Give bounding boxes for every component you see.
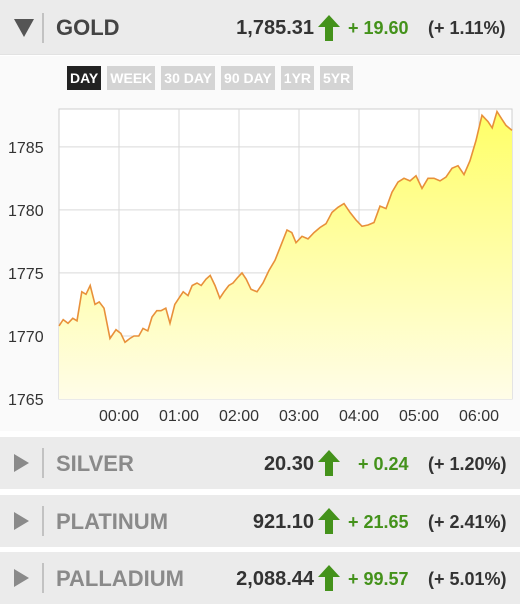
platinum-price: 921.10 (252, 511, 314, 533)
x-tick-label: 00:00 (99, 408, 139, 425)
separator (42, 448, 44, 478)
y-tick-label: 1775 (8, 266, 44, 283)
gold-chart-panel: DAY WEEK 30 DAY 90 DAY 1YR 5YR 00:00 01:0… (0, 56, 520, 431)
arrow-up-icon (318, 508, 340, 534)
price-area (59, 111, 512, 399)
y-tick-label: 1785 (8, 140, 44, 157)
x-tick-label: 03:00 (279, 408, 319, 425)
palladium-percent: (+ 5.01%) (428, 569, 507, 589)
tab-1yr[interactable]: 1YR (280, 66, 315, 90)
y-axis-labels: 1765 1770 1775 1780 1785 (8, 140, 44, 409)
x-tick-label: 06:00 (459, 408, 499, 425)
arrow-up-icon (318, 450, 340, 476)
palladium-change: + 99.57 (348, 569, 409, 589)
gold-change: + 19.60 (348, 18, 409, 38)
silver-price: 20.30 (263, 453, 314, 475)
range-tabs: DAY WEEK 30 DAY 90 DAY 1YR 5YR (67, 66, 354, 90)
x-tick-label: 02:00 (219, 408, 259, 425)
platinum-percent: (+ 2.41%) (428, 512, 507, 532)
silver-change: + 0.24 (358, 454, 409, 474)
y-tick-label: 1765 (8, 392, 44, 409)
tab-5yr[interactable]: 5YR (320, 66, 354, 90)
x-tick-label: 04:00 (339, 408, 379, 425)
triangle-right-icon[interactable] (14, 569, 29, 587)
y-tick-label: 1780 (8, 203, 44, 220)
gold-price-chart: 00:00 01:00 02:00 03:00 04:00 05:00 06:00 1765… (8, 108, 513, 425)
silver-name: SILVER (56, 451, 134, 476)
tab-day[interactable]: DAY (67, 66, 102, 90)
separator (42, 563, 44, 593)
tab-30-day[interactable]: 30 DAY (161, 66, 216, 90)
tab-90-day[interactable]: 90 DAY (221, 66, 275, 90)
triangle-right-icon[interactable] (14, 512, 29, 530)
palladium-row[interactable]: PALLADIUM 2,088.44 + 99.57 (+ 5.01%) (0, 552, 520, 604)
gold-price: 1,785.31 (236, 17, 314, 39)
y-tick-label: 1770 (8, 329, 44, 346)
gold-percent: (+ 1.11%) (428, 18, 506, 38)
arrow-up-icon (318, 565, 340, 591)
tab-week[interactable]: WEEK (107, 66, 156, 90)
gold-name: GOLD (56, 15, 120, 40)
palladium-price: 2,088.44 (236, 568, 314, 590)
platinum-name: PLATINUM (56, 509, 169, 534)
price-line (58, 109, 513, 344)
x-tick-label: 05:00 (399, 408, 439, 425)
separator (42, 13, 44, 43)
silver-percent: (+ 1.20%) (428, 454, 507, 474)
triangle-right-icon[interactable] (14, 454, 29, 472)
arrow-up-icon (318, 15, 340, 41)
platinum-change: + 21.65 (348, 512, 409, 532)
platinum-row[interactable]: PLATINUM 921.10 + 21.65 (+ 2.41%) (0, 495, 520, 547)
x-tick-label: 01:00 (159, 408, 199, 425)
palladium-name: PALLADIUM (56, 566, 184, 591)
separator (42, 506, 44, 536)
silver-row[interactable]: SILVER 20.30 + 0.24 (+ 1.20%) (0, 437, 520, 489)
gold-row[interactable]: GOLD 1,785.31 + 19.60 (+ 1.11%) (0, 0, 520, 55)
x-axis-labels: 00:00 01:00 02:00 03:00 04:00 05:00 06:00 (99, 408, 499, 425)
triangle-down-icon[interactable] (14, 19, 34, 37)
